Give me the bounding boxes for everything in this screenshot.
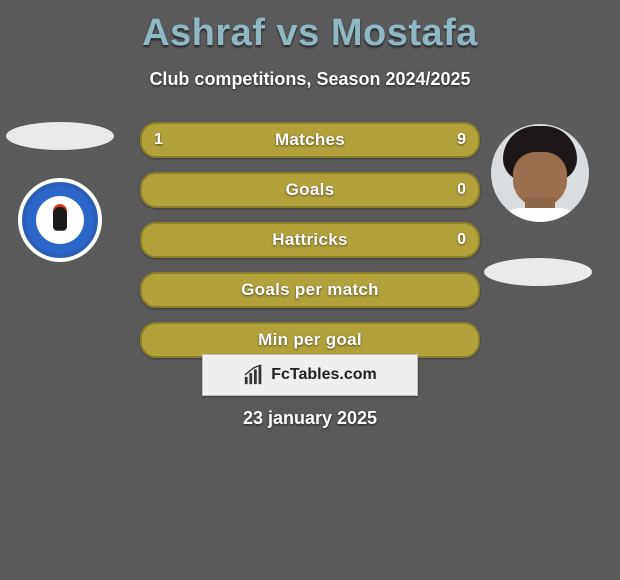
- stat-gpm-label: Goals per match: [142, 274, 478, 306]
- branding-text: FcTables.com: [271, 366, 377, 384]
- stat-matches-left: 1: [154, 124, 163, 156]
- avatar-shirt: [499, 208, 581, 222]
- stat-bar-min-per-goal: Min per goal: [140, 322, 480, 358]
- stat-matches-label: Matches: [142, 124, 478, 156]
- player-left-club-crest: [18, 178, 102, 262]
- player-left-avatar-ellipse: [6, 122, 114, 150]
- player-right-club-ellipse: [484, 258, 592, 286]
- page-subtitle: Club competitions, Season 2024/2025: [0, 69, 620, 90]
- stat-goals-label: Goals: [142, 174, 478, 206]
- player-right-avatar: [491, 124, 589, 222]
- bar-chart-icon: [243, 364, 265, 386]
- stat-matches-right: 9: [457, 124, 466, 156]
- stats-container: 1 Matches 9 Goals 0 Hattricks 0 Goals pe…: [140, 122, 480, 372]
- stat-bar-goals: Goals 0: [140, 172, 480, 208]
- page-title: Ashraf vs Mostafa: [0, 0, 620, 55]
- branding-box[interactable]: FcTables.com: [202, 354, 418, 396]
- stat-hattricks-label: Hattricks: [142, 224, 478, 256]
- stat-goals-right: 0: [457, 174, 466, 206]
- stat-hattricks-right: 0: [457, 224, 466, 256]
- crest-ring: [22, 182, 98, 258]
- stat-bar-goals-per-match: Goals per match: [140, 272, 480, 308]
- stat-mpg-label: Min per goal: [142, 324, 478, 356]
- stat-bar-matches: 1 Matches 9: [140, 122, 480, 158]
- stat-bar-hattricks: Hattricks 0: [140, 222, 480, 258]
- crest-flame-icon: [50, 201, 70, 221]
- footer-date: 23 january 2025: [0, 408, 620, 429]
